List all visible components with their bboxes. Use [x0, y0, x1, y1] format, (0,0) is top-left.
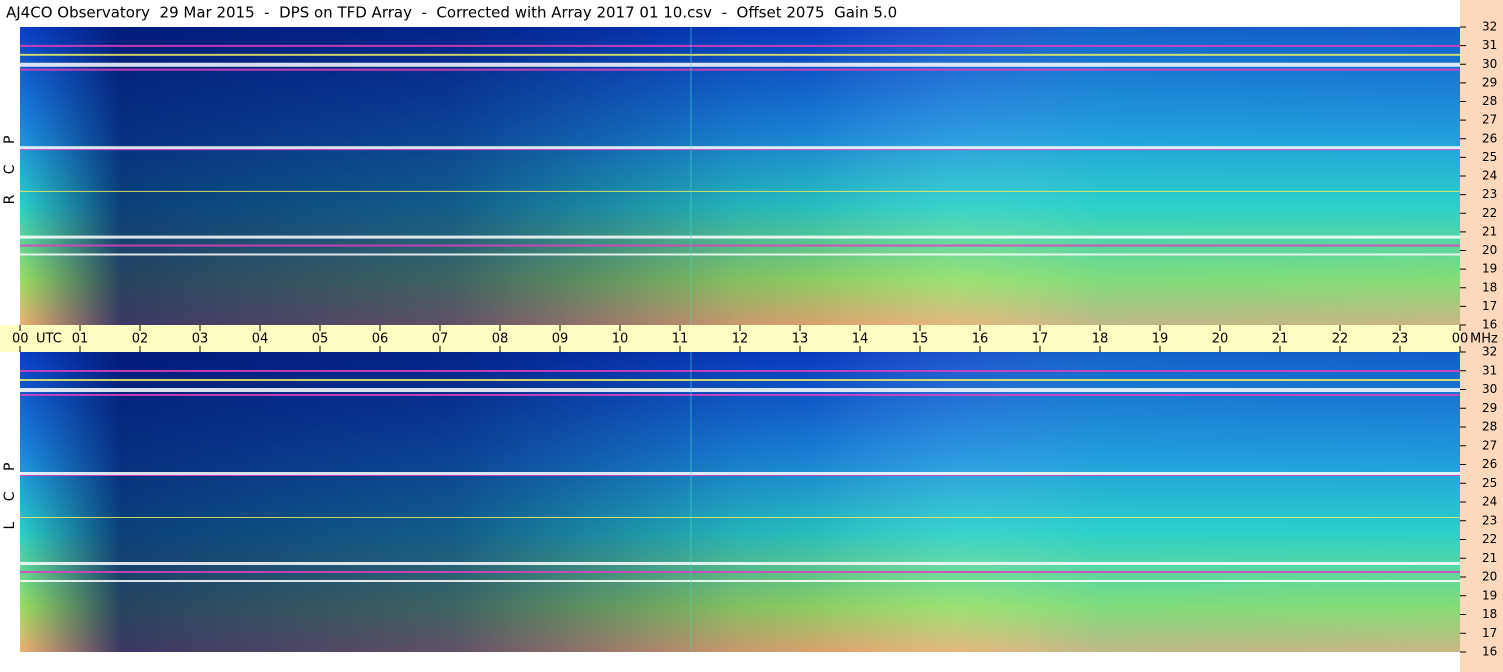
x-tick-label: 02: [132, 332, 149, 347]
y-tick-label: 21: [1482, 551, 1497, 565]
y-tick-label: 25: [1482, 476, 1497, 490]
interference-stripe: [20, 472, 1460, 475]
y-tick-label: 28: [1482, 94, 1497, 108]
time-axis-band: [0, 325, 1460, 352]
y-tick-label: 30: [1482, 382, 1497, 396]
y-tick-label: 16: [1482, 318, 1497, 332]
panel-label: R C P: [2, 128, 18, 205]
y-tick-label: 18: [1482, 280, 1497, 294]
x-tick-label: 22: [1332, 332, 1349, 347]
x-tick-label: 07: [432, 332, 449, 347]
interference-stripe: [20, 62, 1460, 67]
x-tick-label: 20: [1212, 332, 1229, 347]
interference-stripe: [20, 475, 1460, 476]
tick-strip: [1460, 0, 1503, 672]
panels: [20, 27, 1460, 652]
y-tick-label: 16: [1482, 645, 1497, 659]
y-tick-label: 24: [1482, 495, 1497, 509]
interference-stripe: [20, 370, 1460, 372]
x-tick-label: 16: [972, 332, 989, 347]
y-tick-label: 26: [1482, 131, 1497, 145]
interference-stripe: [20, 53, 1460, 56]
y-tick-label: 30: [1482, 57, 1497, 71]
interference-stripe: [20, 149, 1460, 151]
interference-stripe: [20, 68, 1460, 71]
chart-title: AJ4CO Observatory 29 Mar 2015 - DPS on T…: [6, 4, 897, 22]
x-tick-label: 23: [1392, 332, 1409, 347]
y-tick-label: 31: [1482, 38, 1497, 52]
x-tick-label: 18: [1092, 332, 1109, 347]
x-tick-label: 05: [312, 332, 329, 347]
interference-stripe: [20, 517, 1460, 518]
x-axis-label: UTC: [36, 332, 62, 347]
interference-stripe: [20, 44, 1460, 47]
y-tick-label: 29: [1482, 401, 1497, 415]
interference-stripe: [20, 235, 1460, 239]
x-tick-label: 00: [12, 332, 29, 347]
x-tick-label: 00: [1452, 332, 1469, 347]
y-tick-label: 20: [1482, 570, 1497, 584]
x-tick-label: 19: [1152, 332, 1169, 347]
y-tick-label: 23: [1482, 513, 1497, 527]
interference-stripe: [20, 146, 1460, 150]
x-tick-label: 04: [252, 332, 269, 347]
x-tick-label: 11: [672, 332, 689, 347]
day-shading: [20, 27, 1460, 325]
x-tick-label: 03: [192, 332, 209, 347]
interference-stripe: [20, 562, 1460, 565]
x-tick-label: 13: [792, 332, 809, 347]
interference-stripe: [20, 571, 1460, 573]
y-tick-label: 17: [1482, 299, 1497, 313]
y-tick-label: 32: [1482, 345, 1497, 359]
y-tick-label: 28: [1482, 420, 1497, 434]
panel-label: L C P: [2, 455, 18, 530]
y-axis-unit: MHz: [1470, 332, 1498, 347]
y-tick-label: 19: [1482, 588, 1497, 602]
y-tick-label: 19: [1482, 262, 1497, 276]
interference-stripe: [20, 388, 1460, 392]
x-tick-label: 15: [912, 332, 929, 347]
y-tick-label: 17: [1482, 626, 1497, 640]
x-tick-label: 06: [372, 332, 389, 347]
y-tick-label: 32: [1482, 20, 1497, 34]
y-tick-label: 22: [1482, 206, 1497, 220]
interference-stripe: [20, 253, 1460, 256]
y-tick-label: 20: [1482, 243, 1497, 257]
y-tick-label: 27: [1482, 438, 1497, 452]
y-tick-label: 27: [1482, 113, 1497, 127]
interference-stripe: [20, 244, 1460, 247]
x-tick-label: 17: [1032, 332, 1049, 347]
y-tick-label: 25: [1482, 150, 1497, 164]
interference-stripe: [20, 190, 1460, 192]
x-tick-label: 01: [72, 332, 89, 347]
y-tick-label: 23: [1482, 187, 1497, 201]
y-tick-label: 22: [1482, 532, 1497, 546]
x-tick-label: 09: [552, 332, 569, 347]
x-tick-label: 08: [492, 332, 509, 347]
y-tick-label: 18: [1482, 607, 1497, 621]
y-tick-label: 26: [1482, 457, 1497, 471]
day-shading: [20, 352, 1460, 652]
y-tick-label: 24: [1482, 169, 1497, 183]
x-tick-label: 14: [852, 332, 869, 347]
interference-stripe: [20, 394, 1460, 396]
x-tick-label: 10: [612, 332, 629, 347]
y-tick-label: 21: [1482, 224, 1497, 238]
x-tick-label: 21: [1272, 332, 1289, 347]
y-tick-label: 31: [1482, 363, 1497, 377]
y-tick-label: 29: [1482, 75, 1497, 89]
x-tick-label: 12: [732, 332, 749, 347]
interference-stripe: [20, 580, 1460, 582]
interference-stripe: [20, 379, 1460, 381]
